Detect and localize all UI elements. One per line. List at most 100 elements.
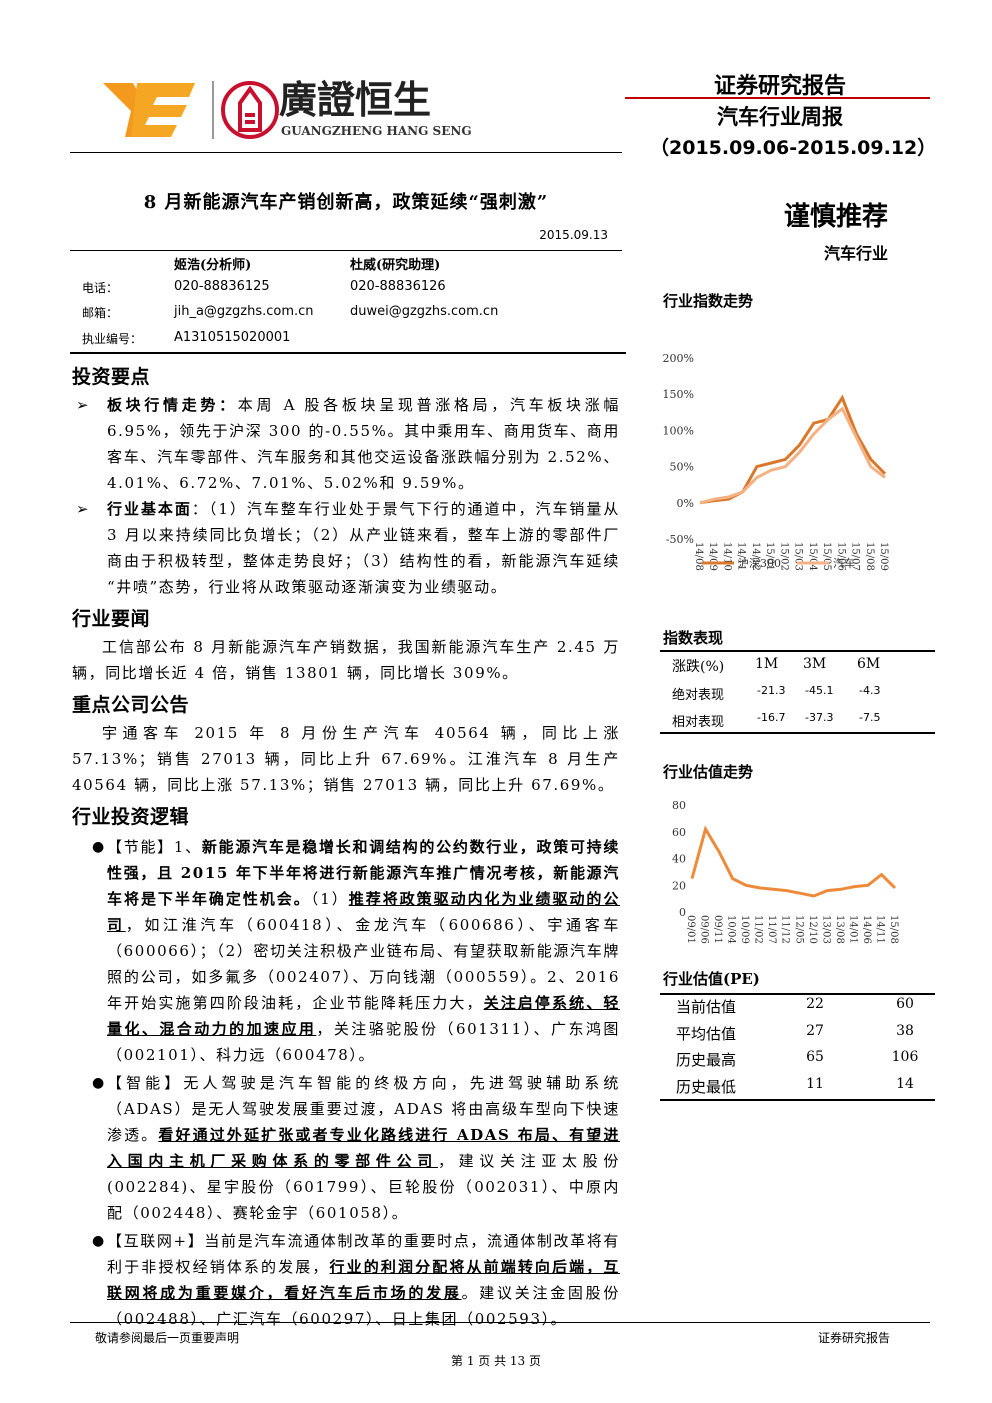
analyst-phone: 020-88836125 xyxy=(174,279,270,294)
section-heading: 投资要点 xyxy=(72,366,151,388)
y-tick-label: 80 xyxy=(672,799,686,812)
table-cell: -7.5 xyxy=(859,711,881,724)
table-cell: -16.7 xyxy=(757,711,786,724)
period: （2015.09.06-2015.09.12） xyxy=(650,137,937,159)
report-name: 汽车行业周报 xyxy=(717,104,843,129)
text-run: （1） xyxy=(310,890,349,908)
report-type: 证券研究报告 xyxy=(713,73,846,99)
rating: 谨慎推荐 xyxy=(783,202,888,232)
org-name-en: GUANGZHENG HANG SENG xyxy=(281,124,472,138)
table-cell: 14 xyxy=(896,1075,914,1092)
table-cell: 历史最高 xyxy=(676,1051,737,1069)
rule xyxy=(625,97,930,99)
table-cell: 当前估值 xyxy=(676,998,737,1016)
chart-title: 行业估值走势 xyxy=(663,763,754,781)
field-label: 电话： xyxy=(82,281,119,295)
y-tick-label: 0% xyxy=(677,497,694,510)
y-tick-label: -50% xyxy=(666,533,694,546)
text-run: 本周 A 股各板块呈现普涨格局，汽车板块涨幅 6.95%，领先于沪深 300 的… xyxy=(107,396,620,492)
x-tick-label: 10/04 xyxy=(726,915,737,944)
table-cell: 38 xyxy=(896,1022,914,1039)
table-cell: 60 xyxy=(896,996,914,1012)
logo-e xyxy=(131,83,195,137)
rule xyxy=(70,352,626,354)
date: 2015.09.13 xyxy=(539,228,608,242)
rule xyxy=(660,993,935,995)
table-header: 1M xyxy=(755,656,779,672)
text-run: 【互联网+】当前是汽车流通体制改革的重要时点，流通体制改革将有利于非授权经销体系… xyxy=(107,1232,620,1276)
x-tick-label: 14/11 xyxy=(736,542,747,571)
paragraph: ● 【互联网+】当前是汽车流通体制改革的重要时点，流通体制改革将有利于非授权经销体… xyxy=(72,1228,620,1332)
text-run: ，如江淮汽车（600418）、金龙汽车（600686）、宇通客车（600066）… xyxy=(107,916,620,1012)
x-tick-label: 14/10 xyxy=(721,542,732,571)
bullet-marker: ➢ xyxy=(76,396,91,414)
table-title: 行业估值(PE) xyxy=(663,970,760,988)
x-tick-label: 12/05 xyxy=(793,915,804,944)
text-run: 行业的利润分配将从前端转向后端，互联网将成为重要媒介，看好汽车后市场的发展 xyxy=(107,1258,621,1302)
x-tick-label: 15/03 xyxy=(793,542,804,571)
x-tick-label: 12/10 xyxy=(807,915,818,944)
x-tick-label: 14/08 xyxy=(693,542,704,571)
paragraph: 宇通客车 2015 年 8 月份生产汽车 40564 辆，同比上涨 57.13%… xyxy=(72,720,620,798)
section-heading: 行业要闻 xyxy=(72,608,151,630)
paragraph: ● 【节能】1、新能源汽车是稳增长和调结构的公约数行业，政策可持续性强，且 201… xyxy=(72,834,620,1068)
org-name: 廣證恒生 xyxy=(279,77,431,122)
text-run: 看好通过外延扩张或者专业化路线进行 ADAS 布局、有望进入国内主机厂采购体系的… xyxy=(107,1126,620,1170)
legend-label: 汽车 xyxy=(833,556,855,570)
series-line xyxy=(699,406,886,505)
x-tick-label: 14/01 xyxy=(847,915,858,944)
series-line xyxy=(690,825,897,898)
x-tick-label: 15/08 xyxy=(888,915,899,944)
analyst-email: jih_a@gzgzhs.com.cn xyxy=(174,304,314,319)
y-tick-label: 50% xyxy=(670,461,694,474)
section-heading: 重点公司公告 xyxy=(72,694,190,716)
text-run: 。建议关注金固股份（002488）、广汇汽车（600297）、日上集团（0025… xyxy=(107,1284,620,1328)
chart-title: 行业指数走势 xyxy=(663,292,754,310)
table-header: 6M xyxy=(857,656,881,672)
paragraph: 工信部公布 8 月新能源汽车产销数据，我国新能源汽车生产 2.45 万辆，同比增… xyxy=(72,634,620,686)
text-run: ，关注骆驼股份（601311）、广东鸿图（002101）、科力远（600478）… xyxy=(107,1020,621,1064)
logo-mark xyxy=(238,85,262,132)
x-tick-label: 09/06 xyxy=(699,915,710,944)
x-tick-label: 13/08 xyxy=(834,915,845,944)
table-cell: -45.1 xyxy=(805,684,834,697)
rule xyxy=(660,1099,935,1101)
logo: 廣證恒生 GUANGZHENG HANG SENG xyxy=(103,77,472,139)
text-run: ，建议关注亚太股份(002284)、星宇股份（601799）、巨轮股份（0020… xyxy=(107,1152,620,1222)
field-label: 邮箱： xyxy=(82,306,119,320)
text-run: 关注启停系统、轻量化、混合动力的加速应用 xyxy=(107,994,620,1038)
series-line xyxy=(699,394,887,505)
x-tick-label: 09/11 xyxy=(712,915,723,944)
section-heading: 行业投资逻辑 xyxy=(72,806,190,828)
text-run: 新能源汽车是稳增长和调结构的公约数行业，政策可持续性强，且 2015 年下半年将… xyxy=(107,838,620,908)
x-tick-label: 10/09 xyxy=(739,915,750,944)
y-tick-label: 0 xyxy=(679,906,686,919)
page-number: 第 1 页 共 13 页 xyxy=(451,1354,541,1368)
x-tick-label: 13/03 xyxy=(820,915,831,944)
legend-label: 沪深300 xyxy=(738,556,781,570)
field-label: 执业编号： xyxy=(82,332,143,346)
x-tick-label: 15/05 xyxy=(821,542,832,571)
table-title: 指数表现 xyxy=(663,629,724,647)
rule xyxy=(660,732,935,734)
x-tick-label: 14/11 xyxy=(874,915,885,944)
disclaimer: 敬请参阅最后一页重要声明 xyxy=(95,1331,240,1345)
paragraph: ➢ 板块行情走势：本周 A 股各板块呈现普涨格局，汽车板块涨幅 6.95%，领先于… xyxy=(72,392,620,496)
text-run: 板块行情走势： xyxy=(107,396,238,414)
x-tick-label: 14/12 xyxy=(750,542,761,571)
table-cell: 65 xyxy=(806,1049,824,1065)
table-cell: 平均估值 xyxy=(676,1024,737,1043)
analyst-phone: 020-88836126 xyxy=(350,279,446,294)
y-tick-label: 150% xyxy=(663,388,694,401)
analyst-license: A1310515020001 xyxy=(174,330,291,345)
y-tick-label: 60 xyxy=(672,826,686,839)
x-tick-label: 11/02 xyxy=(753,915,764,944)
bullet-marker: ● xyxy=(92,1233,106,1249)
y-tick-label: 20 xyxy=(672,879,686,892)
x-tick-label: 15/02 xyxy=(778,542,789,571)
bullet-marker: ● xyxy=(92,1075,106,1091)
table-cell: -21.3 xyxy=(757,684,786,697)
y-tick-label: 200% xyxy=(663,352,694,365)
